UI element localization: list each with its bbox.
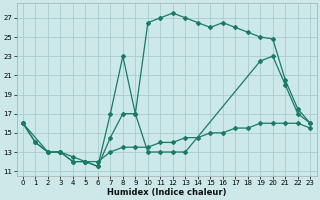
X-axis label: Humidex (Indice chaleur): Humidex (Indice chaleur) xyxy=(107,188,226,197)
